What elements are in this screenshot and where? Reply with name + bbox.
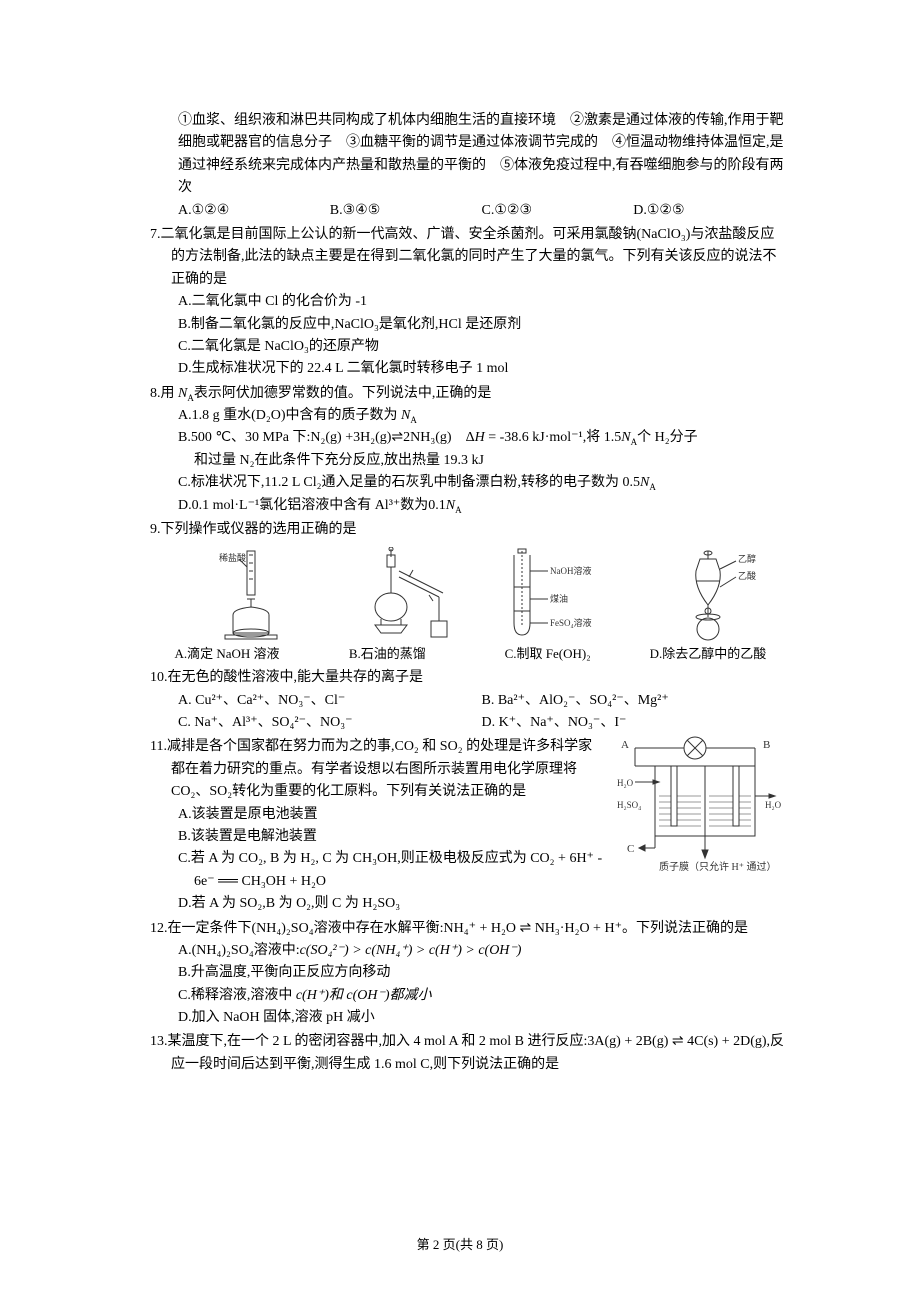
- q6-opt-b: B.③④⑤: [330, 200, 482, 222]
- q8-c: C.标准状况下,11.2 L Cl₂通入足量的石灰乳中制备漂白粉,转移的电子数为…: [178, 472, 785, 494]
- q12-c: C.稀释溶液,溶液中 c(H⁺)和 c(OH⁻)都减小: [178, 985, 785, 1007]
- text: = -38.6 kJ·mol⁻¹,将 1.5: [485, 430, 622, 445]
- page-number: 第 2 页(共 8 页): [0, 1235, 920, 1256]
- q11-figure: A B C H₂O H₂O H₂SO₄ 质子膜（只允许 H⁺ 通过）: [615, 736, 785, 915]
- q10-a: A. Cu²⁺、Ca²⁺、NO₃⁻、Cl⁻: [178, 690, 482, 712]
- q11-title: 11.减排是各个国家都在努力而为之的事,CO₂ 和 SO₂ 的处理是许多科学家都…: [171, 736, 605, 803]
- q9-fig-d: 乙醇 乙酸: [645, 547, 785, 642]
- q7-d: D.生成标准状况下的 22.4 L 二氧化氯时转移电子 1 mol: [178, 358, 785, 380]
- q8: 8.用 NA表示阿伏加德罗常数的值。下列说法中,正确的是 A.1.8 g 重水(…: [150, 383, 785, 517]
- q9: 9.下列操作或仪器的选用正确的是 稀盐酸: [150, 519, 785, 665]
- q9-fig-b: [334, 547, 474, 642]
- text: C.稀释溶液,溶液中: [178, 988, 296, 1003]
- q10-d: D. K⁺、Na⁺、NO₃⁻、I⁻: [482, 712, 786, 734]
- q7-b: B.制备二氧化氯的反应中,NaClO₃是氧化剂,HCl 是还原剂: [178, 314, 785, 336]
- q8-b: B.500 ℃、30 MPa 下:N₂(g) +3H₂(g)⇌2NH₃(g) Δ…: [178, 427, 785, 449]
- q8-title: 8.用 NA表示阿伏加德罗常数的值。下列说法中,正确的是: [171, 383, 785, 405]
- q13: 13.某温度下,在一个 2 L 的密闭容器中,加入 4 mol A 和 2 mo…: [150, 1031, 785, 1076]
- text: C.标准状况下,11.2 L Cl₂通入足量的石灰乳中制备漂白粉,转移的电子数为…: [178, 475, 640, 490]
- var-na: N: [640, 475, 649, 490]
- text: B.500 ℃、30 MPa 下:N₂(g) +3H₂(g)⇌2NH₃(g) Δ: [178, 430, 475, 445]
- q8-b2: 和过量 N₂在此条件下充分反应,放出热量 19.3 kJ: [194, 450, 785, 472]
- q8-a: A.1.8 g 重水(D₂O)中含有的质子数为 NA: [178, 405, 785, 427]
- label-h2so4: H₂SO₄: [617, 800, 641, 810]
- q9-opt-b: B.石油的蒸馏: [310, 644, 464, 665]
- q6-options: A.①②④ B.③④⑤ C.①②③ D.①②⑤: [178, 200, 785, 222]
- label-h2o: H₂O: [617, 778, 634, 788]
- q7: 7.二氧化氯是目前国际上公认的新一代高效、广谱、安全杀菌剂。可采用氯酸钠(NaC…: [150, 224, 785, 381]
- text: A.(NH₄)₂SO₄溶液中:: [178, 943, 300, 958]
- label-a: A: [621, 739, 629, 751]
- q6-opt-c: C.①②③: [482, 200, 634, 222]
- q13-title: 13.某温度下,在一个 2 L 的密闭容器中,加入 4 mol A 和 2 mo…: [171, 1031, 785, 1076]
- q7-a: A.二氧化氯中 Cl 的化合价为 -1: [178, 291, 785, 313]
- q6-statements: ①血浆、组织液和淋巴共同构成了机体内细胞生活的直接环境 ②激素是通过体液的传输,…: [178, 110, 785, 200]
- q9-opt-c: C.制取 Fe(OH)₂: [471, 644, 625, 665]
- var-na: N: [178, 386, 187, 401]
- burette-icon: 稀盐酸: [203, 547, 293, 642]
- label-h2o: H₂O: [765, 800, 782, 810]
- q9-fig-a: 稀盐酸: [178, 547, 318, 642]
- q12-d: D.加入 NaOH 固体,溶液 pH 减小: [178, 1007, 785, 1029]
- q11-d: D.若 A 为 SO₂,B 为 O₂,则 C 为 H₂SO₃: [178, 893, 605, 915]
- q11: 11.减排是各个国家都在努力而为之的事,CO₂ 和 SO₂ 的处理是许多科学家都…: [150, 736, 785, 915]
- q9-figures: 稀盐酸: [178, 547, 785, 642]
- q12: 12.在一定条件下(NH₄)₂SO₄溶液中存在水解平衡:NH₄⁺ + H₂O ⇌…: [150, 918, 785, 1030]
- q11-a: A.该装置是原电池装置: [178, 804, 605, 826]
- q8-d: D.0.1 mol·L⁻¹氯化铝溶液中含有 Al³⁺数为0.1NA: [178, 495, 785, 517]
- text: 表示阿伏加德罗常数的值。下列说法中,正确的是: [194, 386, 492, 401]
- q12-b: B.升高温度,平衡向正反应方向移动: [178, 962, 785, 984]
- q9-fig-c: NaOH溶液 煤油 FeSO₄溶液: [489, 547, 629, 642]
- q9-opt-d: D.除去乙醇中的乙酸: [631, 644, 785, 665]
- var-na: N: [401, 408, 410, 423]
- q9-title: 9.下列操作或仪器的选用正确的是: [171, 519, 785, 541]
- q10-c: C. Na⁺、Al³⁺、SO₄²⁻、NO₃⁻: [178, 712, 482, 734]
- q6-opt-a: A.①②④: [178, 200, 330, 222]
- q10-b: B. Ba²⁺、AlO₂⁻、SO₄²⁻、Mg²⁺: [482, 690, 786, 712]
- label-c: C: [627, 843, 634, 855]
- test-tube-icon: NaOH溶液 煤油 FeSO₄溶液: [494, 547, 624, 642]
- membrane-note: 质子膜（只允许 H⁺ 通过）: [659, 860, 777, 873]
- q12-title: 12.在一定条件下(NH₄)₂SO₄溶液中存在水解平衡:NH₄⁺ + H₂O ⇌…: [171, 918, 785, 940]
- label: 乙醇: [738, 553, 756, 564]
- label: NaOH溶液: [550, 565, 592, 576]
- formula: c(SO₄²⁻) > c(NH₄⁺) > c(H⁺) > c(OH⁻): [300, 943, 522, 958]
- text: D.0.1 mol·L⁻¹氯化铝溶液中含有 Al³⁺数为0.1: [178, 498, 446, 513]
- text: 8.用: [150, 386, 178, 401]
- label: 乙酸: [738, 571, 756, 581]
- q11-b: B.该装置是电解池装置: [178, 826, 605, 848]
- q10-title: 10.在无色的酸性溶液中,能大量共存的离子是: [171, 667, 785, 689]
- q6-opt-d: D.①②⑤: [633, 200, 785, 222]
- q11-c2: 6e⁻ ══ CH₃OH + H₂O: [194, 871, 605, 893]
- label-b: B: [763, 739, 770, 751]
- var-h: H: [475, 430, 485, 445]
- var-na: N: [621, 430, 630, 445]
- electrochem-cell-icon: A B C H₂O H₂O H₂SO₄ 质子膜（只允许 H⁺ 通过）: [615, 736, 785, 876]
- q11-c1: C.若 A 为 CO₂, B 为 H₂, C 为 CH₃OH,则正极电极反应式为…: [178, 848, 605, 870]
- q10: 10.在无色的酸性溶液中,能大量共存的离子是 A. Cu²⁺、Ca²⁺、NO₃⁻…: [150, 667, 785, 734]
- distillation-icon: [351, 547, 456, 642]
- label: 煤油: [550, 593, 568, 604]
- q7-c: C.二氧化氯是 NaClO₃的还原产物: [178, 336, 785, 358]
- formula: c(H⁺)和 c(OH⁻)都减小: [296, 988, 432, 1003]
- q12-a: A.(NH₄)₂SO₄溶液中:c(SO₄²⁻) > c(NH₄⁺) > c(H⁺…: [178, 940, 785, 962]
- sep-funnel-icon: 乙醇 乙酸: [660, 547, 770, 642]
- q7-title: 7.二氧化氯是目前国际上公认的新一代高效、广谱、安全杀菌剂。可采用氯酸钠(NaC…: [171, 224, 785, 291]
- label: FeSO₄溶液: [550, 617, 592, 628]
- q9-opt-a: A.滴定 NaOH 溶液: [150, 644, 304, 665]
- q9-option-labels: A.滴定 NaOH 溶液 B.石油的蒸馏 C.制取 Fe(OH)₂ D.除去乙醇…: [150, 644, 785, 665]
- text: 个 H₂分子: [637, 430, 698, 445]
- exam-page: ①血浆、组织液和淋巴共同构成了机体内细胞生活的直接环境 ②激素是通过体液的传输,…: [0, 0, 920, 1302]
- var-na: N: [446, 498, 455, 513]
- text: A.1.8 g 重水(D₂O)中含有的质子数为: [178, 408, 401, 423]
